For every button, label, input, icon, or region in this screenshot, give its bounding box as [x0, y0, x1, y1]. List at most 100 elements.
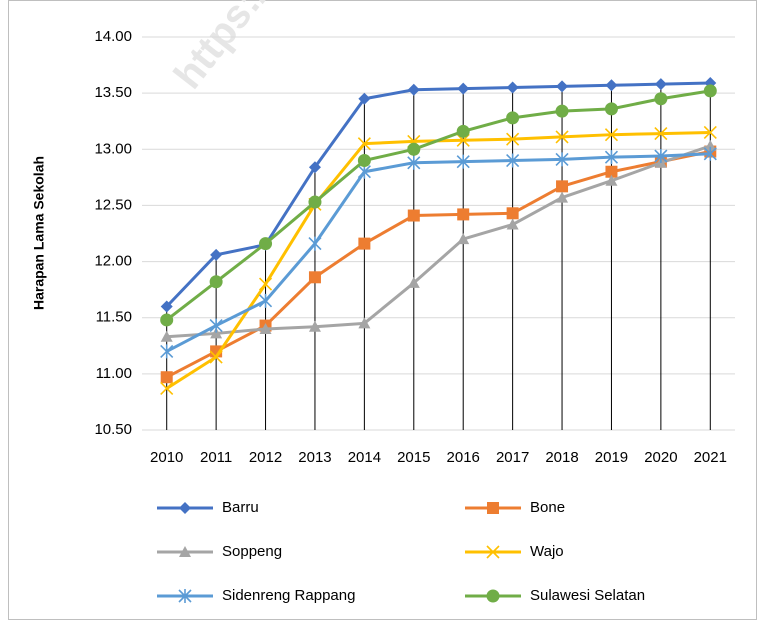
legend-marker: [486, 545, 500, 559]
marker: [407, 83, 420, 96]
marker: [506, 81, 519, 94]
legend-label: Wajo: [530, 543, 564, 560]
marker: [209, 318, 223, 333]
series-line: [165, 89, 711, 322]
marker: [604, 128, 619, 142]
legend-marker: [178, 589, 192, 603]
legend-marker: [179, 546, 191, 557]
y-tick-label: 12.00: [94, 253, 132, 270]
x-tick-label: 2015: [397, 449, 430, 466]
marker: [506, 218, 519, 230]
series-line: [166, 152, 711, 353]
marker: [654, 92, 668, 106]
marker: [457, 208, 470, 221]
marker: [160, 371, 173, 384]
series-line: [166, 144, 711, 339]
marker: [407, 209, 420, 222]
marker: [160, 344, 174, 359]
marker: [654, 78, 667, 91]
marker: [407, 276, 420, 288]
legend-marker: [487, 502, 499, 514]
x-tick-label: 2021: [694, 449, 727, 466]
x-tick-label: 2011: [200, 449, 232, 466]
marker: [358, 237, 371, 250]
marker: [703, 125, 717, 140]
marker: [160, 381, 174, 396]
y-tick-label: 11.50: [96, 309, 132, 326]
marker: [556, 80, 569, 93]
x-tick-label: 2010: [150, 449, 183, 466]
marker: [654, 149, 668, 164]
y-tick-label: 11.00: [96, 365, 132, 382]
y-tick-label: 13.00: [94, 140, 132, 157]
marker: [160, 300, 173, 313]
marker: [555, 152, 569, 167]
legend-marker: [179, 502, 191, 514]
x-tick-label: 2020: [644, 449, 677, 466]
marker: [456, 154, 470, 169]
marker: [605, 165, 618, 178]
y-tick-label: 13.50: [94, 84, 132, 101]
x-tick-label: 2017: [496, 449, 529, 466]
marker: [555, 104, 569, 118]
series-line: [165, 81, 711, 308]
x-tick-label: 2013: [298, 449, 331, 466]
marker: [210, 327, 223, 339]
x-tick-label: 2014: [348, 449, 381, 466]
legend-label: Soppeng: [222, 543, 282, 560]
legend-label: Bone: [530, 499, 565, 516]
marker: [357, 137, 371, 151]
marker: [357, 164, 371, 179]
marker: [209, 350, 223, 364]
marker: [506, 132, 520, 146]
marker: [556, 180, 569, 193]
marker: [259, 237, 273, 251]
marker: [457, 82, 470, 95]
legend-marker: [486, 589, 500, 603]
marker: [506, 207, 519, 220]
y-tick-label: 10.50: [94, 421, 132, 438]
x-tick-label: 2016: [447, 449, 480, 466]
marker: [358, 317, 371, 329]
x-tick-label: 2019: [595, 449, 628, 466]
marker: [703, 84, 717, 98]
marker: [456, 124, 470, 138]
marker: [308, 271, 321, 284]
marker: [160, 330, 173, 342]
marker: [407, 155, 421, 170]
y-axis-label: Harapan Lama Sekolah: [31, 156, 47, 310]
marker: [358, 92, 371, 105]
marker: [604, 150, 619, 165]
y-tick-label: 14.00: [94, 28, 132, 45]
marker: [556, 191, 569, 203]
marker: [259, 322, 272, 334]
marker: [210, 248, 223, 261]
marker: [605, 79, 618, 92]
marker: [308, 161, 321, 174]
marker: [308, 195, 322, 209]
marker: [258, 277, 273, 291]
marker: [604, 102, 618, 116]
x-tick-label: 2012: [249, 449, 282, 466]
y-tick-label: 12.50: [94, 196, 132, 213]
marker: [308, 236, 322, 251]
legend-label: Barru: [222, 499, 259, 516]
marker: [357, 154, 371, 168]
marker: [704, 139, 717, 151]
marker: [258, 293, 273, 308]
marker: [555, 130, 569, 144]
marker: [703, 146, 717, 161]
marker: [654, 127, 668, 141]
marker: [407, 142, 421, 156]
marker: [308, 320, 321, 332]
marker: [457, 233, 470, 245]
marker: [506, 111, 520, 125]
marker: [209, 275, 223, 289]
marker: [506, 153, 520, 168]
marker: [160, 313, 174, 327]
legend-label: Sulawesi Selatan: [530, 587, 645, 604]
legend-label: Sidenreng Rappang: [222, 587, 355, 604]
x-tick-label: 2018: [545, 449, 578, 466]
marker: [605, 174, 618, 186]
